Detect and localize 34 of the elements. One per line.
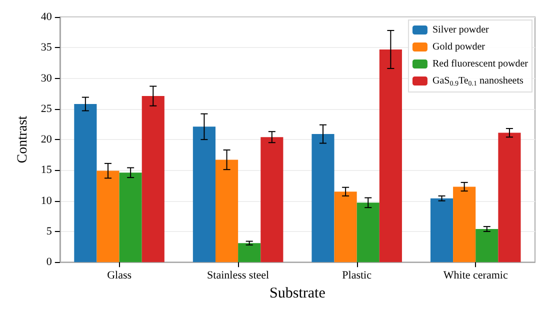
x-axis-title: Substrate (270, 286, 326, 302)
legend-label: Red fluorescent powder (432, 58, 529, 70)
bar (430, 198, 454, 262)
bar (74, 104, 97, 262)
x-tick-label: White ceramic (443, 270, 508, 282)
bar (142, 96, 164, 262)
bar (215, 160, 238, 262)
legend-label: Gold powder (432, 42, 486, 52)
bar (312, 134, 334, 262)
y-tick-label: 40 (40, 11, 52, 23)
bar (96, 170, 120, 262)
x-tick-label: Glass (107, 270, 132, 282)
bar (119, 172, 142, 262)
y-tick-label: 5 (46, 225, 52, 238)
y-axis-title: Contrast (16, 116, 30, 164)
y-tick-label: 30 (40, 72, 52, 84)
bar (334, 192, 357, 262)
bar (192, 126, 216, 262)
bar (498, 132, 521, 262)
y-tick-label: 20 (40, 134, 52, 146)
y-tick-label: 0 (46, 256, 52, 268)
x-tick-label: Plastic (342, 270, 372, 282)
y-tick-label: 35 (40, 42, 52, 54)
bar (453, 186, 476, 262)
y-tick-label: 25 (40, 102, 52, 115)
bar (238, 243, 261, 262)
x-tick-label: Stainless steel (207, 270, 270, 282)
legend-label: Silver powder (432, 24, 490, 36)
y-tick-label: 15 (40, 164, 52, 176)
y-tick-label: 10 (40, 194, 52, 207)
bar (356, 202, 380, 262)
bar (476, 229, 498, 262)
bar (260, 137, 284, 262)
bar (379, 49, 402, 262)
